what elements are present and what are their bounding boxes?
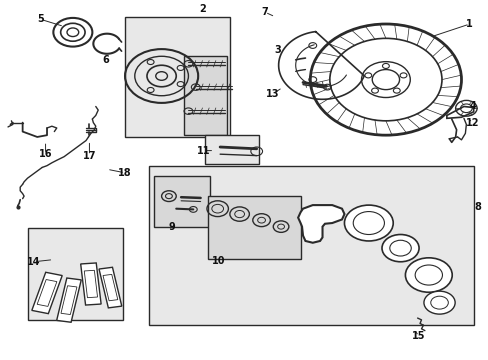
- Text: 6: 6: [102, 55, 109, 65]
- Circle shape: [344, 205, 392, 241]
- Text: 7: 7: [261, 7, 268, 17]
- Text: 14: 14: [27, 257, 41, 267]
- Text: 18: 18: [118, 168, 132, 178]
- Text: 1: 1: [466, 19, 472, 29]
- Text: 4: 4: [468, 102, 475, 112]
- Polygon shape: [99, 267, 122, 308]
- Text: 11: 11: [196, 145, 210, 156]
- Circle shape: [405, 258, 451, 292]
- Text: 16: 16: [39, 149, 52, 159]
- Bar: [27, 228, 122, 320]
- Bar: [154, 176, 210, 226]
- Circle shape: [423, 291, 454, 314]
- Bar: [205, 135, 259, 164]
- Polygon shape: [32, 272, 62, 314]
- Bar: [183, 56, 227, 135]
- Bar: [149, 166, 473, 325]
- Text: 12: 12: [465, 118, 478, 128]
- Polygon shape: [298, 205, 344, 243]
- Text: 13: 13: [265, 89, 279, 99]
- Text: 8: 8: [473, 202, 480, 212]
- Text: 10: 10: [212, 256, 225, 266]
- Text: 17: 17: [82, 150, 96, 161]
- Bar: [207, 196, 300, 259]
- Text: 15: 15: [411, 331, 425, 341]
- Text: 3: 3: [274, 45, 281, 55]
- Circle shape: [381, 234, 418, 262]
- Polygon shape: [57, 278, 81, 322]
- Polygon shape: [81, 263, 101, 305]
- Bar: [125, 17, 229, 137]
- Text: 2: 2: [199, 4, 206, 14]
- Text: 9: 9: [169, 222, 175, 232]
- Text: 5: 5: [37, 14, 44, 24]
